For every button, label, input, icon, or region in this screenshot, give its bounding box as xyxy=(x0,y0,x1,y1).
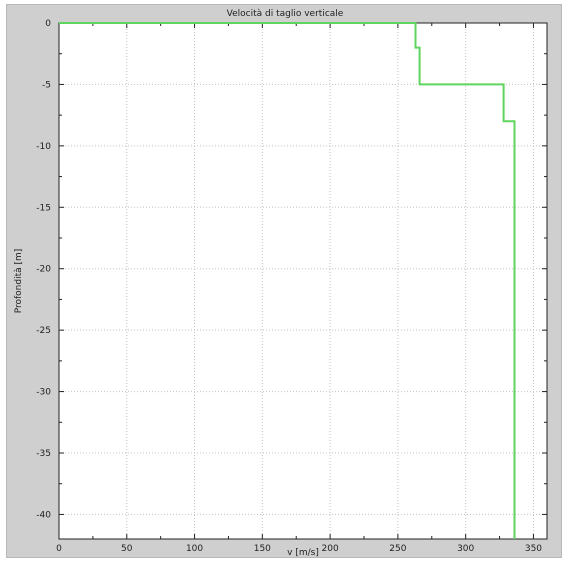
y-axis-title: Profondità [m] xyxy=(14,249,24,314)
y-tick-label: -30 xyxy=(36,388,51,398)
chart: Velocità di taglio verticale 0 50 100 150 20… xyxy=(14,9,548,558)
y-tick-label: -20 xyxy=(36,265,51,275)
plot-area xyxy=(58,22,548,540)
chart-title: Velocità di taglio verticale xyxy=(227,9,344,19)
x-tick-label: 150 xyxy=(254,544,271,554)
y-tick-label: 0 xyxy=(45,19,51,29)
series-layer xyxy=(59,22,516,539)
x-tick-label: 100 xyxy=(186,544,203,554)
x-tick-label: 50 xyxy=(121,544,133,554)
x-tick-label: 0 xyxy=(56,544,62,554)
x-tick-label: 300 xyxy=(457,544,474,554)
x-tick-label: 200 xyxy=(322,544,339,554)
velocity-profile-line xyxy=(59,22,516,539)
chart-frame: Velocità di taglio verticale 0 50 100 150 20… xyxy=(6,4,562,558)
y-tick-label: -10 xyxy=(36,142,51,152)
y-tick-label: -35 xyxy=(36,449,51,459)
x-axis-title: v [m/s] xyxy=(287,548,319,558)
y-tick-label: -40 xyxy=(36,510,51,520)
grid xyxy=(59,23,547,539)
y-tick-label: -25 xyxy=(36,326,51,336)
x-tick-label: 250 xyxy=(389,544,406,554)
y-tick-label: -5 xyxy=(42,80,51,90)
y-tick-label: -15 xyxy=(36,203,51,213)
x-tick-label: 350 xyxy=(525,544,542,554)
